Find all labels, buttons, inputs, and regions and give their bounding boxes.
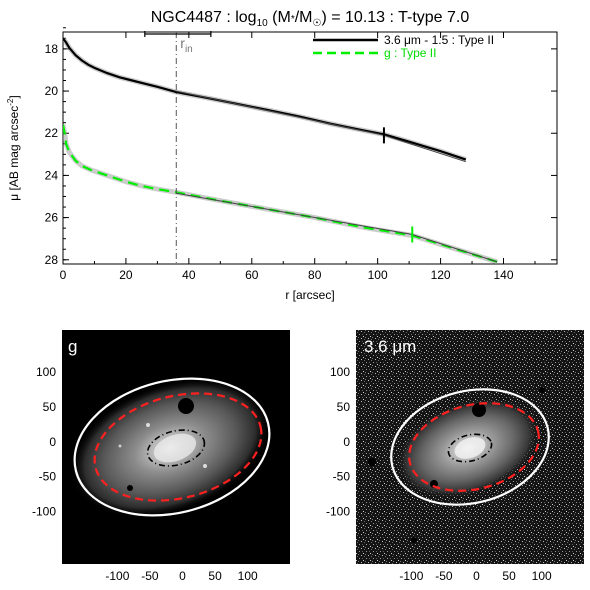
- x-tick-label: 0: [60, 268, 67, 282]
- plot-lines: [63, 36, 498, 264]
- legend: 3.6 μm - 1.5 : Type II g : Type II: [313, 33, 494, 60]
- y-tick-label: 22: [45, 126, 59, 140]
- x-axis-label: r [arcsec]: [285, 288, 334, 302]
- legend-label-g: g : Type II: [384, 46, 436, 60]
- g-hii-knot: [118, 444, 122, 448]
- y-tick-label: 28: [45, 253, 59, 267]
- ir-panel: 3.6 μm -100 -50 0 50 100 100 50 0 -50 -100: [326, 330, 584, 583]
- ir-x-ticks: -100 -50 0 50 100: [399, 569, 552, 583]
- ir-masked-star: [368, 458, 376, 466]
- image-x-tick-label: 100: [238, 569, 258, 583]
- ir-galaxy-bulge: [454, 437, 486, 459]
- g-y-ticks: 100 50 0 -50 -100: [32, 365, 56, 519]
- r-in-label: rin: [180, 35, 192, 55]
- g-masked-star: [127, 485, 133, 491]
- y-tick-label: 18: [45, 42, 59, 56]
- g-inner-ellipse: [146, 429, 206, 467]
- x-tick-label: 60: [245, 268, 259, 282]
- g-band-panel: g -100 -50 0 50 100 100 50 0 -50 -100: [32, 330, 290, 583]
- plot-frame: [62, 31, 558, 265]
- image-y-tick-label: 100: [330, 365, 350, 379]
- legend-label-ir: 3.6 μm - 1.5 : Type II: [384, 33, 494, 47]
- image-x-tick-label: 50: [502, 569, 516, 583]
- image-y-tick-label: 50: [43, 400, 57, 414]
- g-outer-ellipse: [73, 377, 271, 517]
- y-tick-label: 24: [45, 168, 59, 182]
- x-tick-label: 120: [431, 268, 451, 282]
- ir-outer-ellipse: [390, 388, 550, 506]
- y-axis-label: μ [AB mag arcsec-2]: [6, 95, 21, 200]
- image-y-tick-label: -50: [333, 470, 351, 484]
- image-y-tick-label: -100: [326, 505, 350, 519]
- g-x-ticks: -100 -50 0 50 100: [105, 569, 258, 583]
- image-y-tick-label: -50: [39, 470, 57, 484]
- image-x-tick-label: 100: [532, 569, 552, 583]
- image-x-tick-label: -50: [141, 569, 159, 583]
- image-y-tick-label: 50: [337, 400, 351, 414]
- g-hii-knot: [146, 423, 150, 427]
- image-y-tick-label: 0: [343, 435, 350, 449]
- x-tick-label: 100: [368, 268, 388, 282]
- profile-chart: NGC4487 : log10 (M*/M☉) = 10.13 : T-type…: [6, 9, 558, 302]
- ir-break-ellipse: [408, 402, 540, 492]
- image-y-tick-label: -100: [32, 505, 56, 519]
- ir-profile-line: [63, 37, 467, 161]
- g-panel-label: g: [68, 337, 77, 356]
- x-ticks: 0 20 40 60 80 100 120 140: [60, 32, 536, 282]
- ir-masked-star: [539, 387, 545, 393]
- image-y-tick-label: 100: [36, 365, 56, 379]
- ir-masked-star: [472, 403, 486, 417]
- x-tick-label: 40: [182, 268, 196, 282]
- chart-title: NGC4487 : log10 (M*/M☉) = 10.13 : T-type…: [151, 9, 470, 29]
- y-ticks: 18 20 22 24 26 28: [45, 27, 557, 267]
- ir-y-ticks: 100 50 0 -50 -100: [326, 365, 350, 519]
- y-tick-label: 20: [45, 84, 59, 98]
- image-y-tick-label: 0: [49, 435, 56, 449]
- y-tick-label: 26: [45, 211, 59, 225]
- image-x-tick-label: -100: [105, 569, 129, 583]
- ir-panel-label: 3.6 μm: [364, 337, 416, 356]
- x-tick-label: 140: [493, 268, 513, 282]
- image-x-tick-label: -100: [399, 569, 423, 583]
- g-masked-star: [178, 398, 194, 414]
- image-x-tick-label: 50: [208, 569, 222, 583]
- x-tick-label: 20: [119, 268, 133, 282]
- x-tick-label: 80: [308, 268, 322, 282]
- g-break-ellipse: [93, 392, 263, 502]
- ir-masked-star: [411, 537, 417, 543]
- g-galaxy-bulge: [153, 433, 197, 463]
- image-x-tick-label: -50: [435, 569, 453, 583]
- image-x-tick-label: 0: [473, 569, 480, 583]
- g-profile-line: [63, 124, 498, 263]
- image-x-tick-label: 0: [179, 569, 186, 583]
- g-hii-knot: [203, 464, 207, 468]
